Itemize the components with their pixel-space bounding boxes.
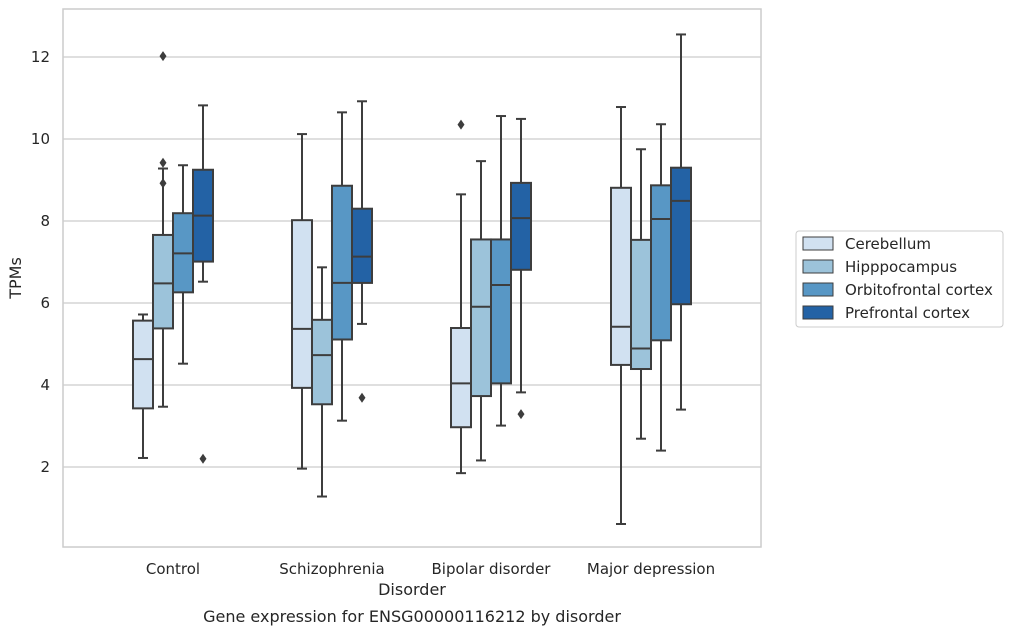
box-cerebellum-bipolar-disorder (450, 119, 472, 475)
iqr-box (670, 166, 692, 306)
outlier-point (457, 119, 465, 130)
iqr-box (510, 181, 532, 271)
outlier-point (517, 409, 525, 420)
legend-label-orbitofrontal-cortex: Orbitofrontal cortex (845, 281, 993, 299)
y-tick-label-2: 2 (40, 458, 50, 476)
legend-swatch-hipppocampus (802, 259, 834, 274)
box-plot-area (132, 33, 692, 525)
box-prefrontal-cortex-bipolar-disorder (510, 117, 532, 420)
plot-frame (62, 8, 762, 548)
iqr-box (490, 238, 512, 385)
outlier-point (159, 157, 167, 168)
iqr-box (650, 184, 672, 342)
x-tick-label-major-depression: Major depression (587, 560, 715, 578)
iqr-box (152, 233, 174, 330)
box-orbitofrontal-cortex-schizophrenia (331, 111, 353, 422)
box-cerebellum-schizophrenia (291, 133, 313, 470)
legend-label-cerebellum: Cerebellum (845, 235, 931, 253)
outlier-point (199, 453, 207, 464)
iqr-box (470, 238, 492, 398)
legend-label-prefrontal-cortex: Prefrontal cortex (845, 304, 970, 322)
x-tick-label-control: Control (146, 560, 200, 578)
iqr-box (351, 207, 373, 284)
legend-swatch-prefrontal-cortex (802, 305, 834, 320)
box-prefrontal-cortex-major-depression (670, 33, 692, 411)
iqr-box (291, 219, 313, 389)
y-tick-label-10: 10 (31, 130, 50, 148)
legend: Cerebellum Hipppocampus Orbitofrontal cort… (795, 230, 1004, 328)
iqr-box (630, 238, 652, 371)
y-axis-ticks: 2 4 6 8 10 12 (31, 48, 50, 476)
x-axis-label: Disorder (378, 580, 446, 599)
outlier-point (358, 392, 366, 403)
y-axis-label: TPMs (6, 257, 25, 300)
legend-swatch-cerebellum (802, 236, 834, 251)
box-hipppocampus-bipolar-disorder (470, 160, 492, 462)
legend-swatch-orbitofrontal-cortex (802, 282, 834, 297)
outlier-point (159, 178, 167, 189)
legend-frame (795, 230, 1004, 328)
y-tick-label-12: 12 (31, 48, 50, 66)
y-tick-label-8: 8 (40, 212, 50, 230)
box-hipppocampus-control (152, 51, 174, 408)
iqr-box (132, 319, 154, 410)
box-orbitofrontal-cortex-bipolar-disorder (490, 115, 512, 427)
box-prefrontal-cortex-schizophrenia (351, 100, 373, 403)
y-tick-label-4: 4 (40, 376, 50, 394)
iqr-box (450, 327, 472, 429)
outlier-point (159, 51, 167, 62)
x-tick-label-bipolar-disorder: Bipolar disorder (432, 560, 552, 578)
box-orbitofrontal-cortex-major-depression (650, 123, 672, 452)
chart-caption: Gene expression for ENSG00000116212 by d… (203, 607, 621, 626)
x-tick-label-schizophrenia: Schizophrenia (279, 560, 384, 578)
x-axis-ticks: Control Schizophrenia Bipolar disorder Majo… (146, 560, 715, 578)
iqr-box (331, 184, 353, 341)
box-hipppocampus-schizophrenia (311, 266, 333, 498)
box-prefrontal-cortex-control (192, 104, 214, 464)
box-orbitofrontal-cortex-control (172, 164, 194, 365)
iqr-box (311, 318, 333, 406)
y-tick-label-6: 6 (40, 294, 50, 312)
iqr-box (610, 186, 632, 366)
legend-label-hipppocampus: Hipppocampus (845, 258, 957, 276)
box-cerebellum-control (132, 313, 154, 459)
